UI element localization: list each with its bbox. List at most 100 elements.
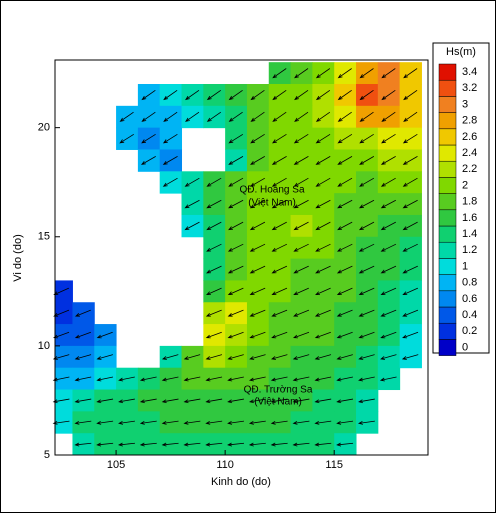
wave-arrow: [315, 90, 331, 101]
wave-arrow: [270, 354, 288, 360]
wave-arrow: [250, 90, 265, 101]
wave-arrow: [314, 420, 332, 425]
colorbar-swatch: [438, 193, 457, 211]
wave-arrow: [53, 309, 70, 317]
colorbar-swatch: [438, 128, 457, 146]
wave-arrow: [358, 398, 375, 404]
wave-arrow: [206, 177, 222, 187]
wave-arrow: [228, 199, 244, 209]
wave-arrow: [315, 265, 331, 274]
wave-arrow: [227, 354, 244, 360]
wave-arrow: [358, 376, 375, 382]
wave-arrow: [270, 398, 288, 404]
wave-arrow: [402, 133, 418, 144]
wave-arrow: [185, 111, 200, 122]
wave-arrow: [96, 420, 114, 425]
wave-arrow: [314, 442, 332, 447]
annotation: QĐ. Trường Sa: [244, 385, 313, 396]
wave-arrow: [358, 221, 375, 231]
wave-arrow: [250, 156, 265, 165]
wave-arrow: [401, 354, 419, 360]
wave-arrow: [271, 331, 288, 339]
wave-arrow: [380, 221, 396, 231]
colorbar-label: 2: [462, 179, 468, 191]
wave-arrow: [381, 111, 396, 122]
colorbar-swatch: [438, 241, 457, 259]
wave-arrow: [359, 68, 374, 79]
wave-arrow: [380, 265, 397, 274]
wave-arrow: [227, 309, 244, 317]
wave-arrow: [272, 90, 287, 101]
wave-arrow: [293, 199, 309, 209]
wave-arrow: [249, 243, 266, 252]
colorbar-swatch: [438, 112, 457, 130]
wave-arrow: [161, 398, 179, 404]
wave-arrow: [227, 265, 244, 274]
wave-arrow: [205, 309, 222, 317]
wave-arrow: [381, 68, 396, 79]
wave-arrow: [270, 442, 288, 447]
colorbar-label: 0: [462, 341, 468, 353]
wave-arrow: [337, 177, 353, 187]
wave-arrow: [183, 354, 201, 360]
colorbar-label: 3: [462, 98, 468, 110]
colorbar-swatch: [438, 339, 457, 356]
wave-arrow: [52, 398, 70, 404]
colorbar-label: 2.4: [462, 147, 477, 159]
wave-arrow: [315, 156, 331, 165]
colorbar-swatch: [438, 96, 457, 113]
y-axis-label: Vi do (do): [12, 234, 24, 282]
wave-arrow: [293, 221, 309, 231]
wave-arrow: [337, 221, 353, 231]
y-tick-label: 5: [44, 449, 50, 461]
wave-arrow: [206, 221, 222, 231]
wave-arrow: [314, 331, 331, 339]
wave-arrow: [139, 420, 157, 425]
wave-arrow: [314, 376, 332, 382]
wave-arrow: [358, 265, 375, 274]
wave-arrow: [315, 133, 331, 144]
wave-arrow: [314, 398, 332, 404]
wave-arrow: [205, 354, 223, 360]
wave-arrow: [292, 398, 310, 404]
wave-arrow: [140, 156, 156, 165]
wave-arrow: [141, 111, 156, 122]
wave-arrow: [271, 177, 287, 187]
wave-arrow: [380, 331, 397, 339]
wave-arrow: [118, 398, 135, 404]
colorbar-label: 2.2: [462, 163, 477, 175]
wave-arrow: [53, 331, 70, 339]
wave-arrow: [250, 177, 265, 187]
x-tick-label: 110: [216, 459, 234, 471]
wave-arrow: [227, 287, 244, 295]
wave-arrow: [380, 309, 397, 317]
wave-arrow: [74, 331, 92, 339]
wave-arrow: [141, 90, 156, 101]
wave-arrow: [183, 442, 201, 447]
wave-arrow: [227, 243, 244, 252]
wave-arrow: [227, 442, 245, 447]
wave-arrow: [357, 420, 375, 425]
wave-arrow: [358, 331, 375, 339]
colorbar-label: 1.2: [462, 244, 477, 256]
wave-arrow: [162, 133, 178, 144]
colorbar-label: 1: [462, 260, 468, 272]
wave-arrow: [205, 331, 222, 339]
wave-arrow: [293, 177, 309, 187]
colorbar-label: 0.6: [462, 293, 477, 305]
wave-arrow: [292, 376, 310, 382]
wave-arrow: [403, 90, 418, 101]
wave-arrow: [315, 287, 331, 295]
wave-arrow: [74, 442, 92, 447]
wave-arrow: [402, 265, 418, 274]
colorbar-label: 2.6: [462, 131, 477, 143]
wave-arrow: [314, 309, 331, 317]
wave-arrow: [293, 265, 309, 274]
wave-arrow: [359, 133, 374, 144]
colorbar-swatch: [438, 144, 457, 162]
wave-arrow: [206, 90, 222, 101]
wave-arrow: [358, 199, 375, 209]
wave-arrow: [271, 221, 287, 231]
field-cell: [55, 280, 73, 303]
